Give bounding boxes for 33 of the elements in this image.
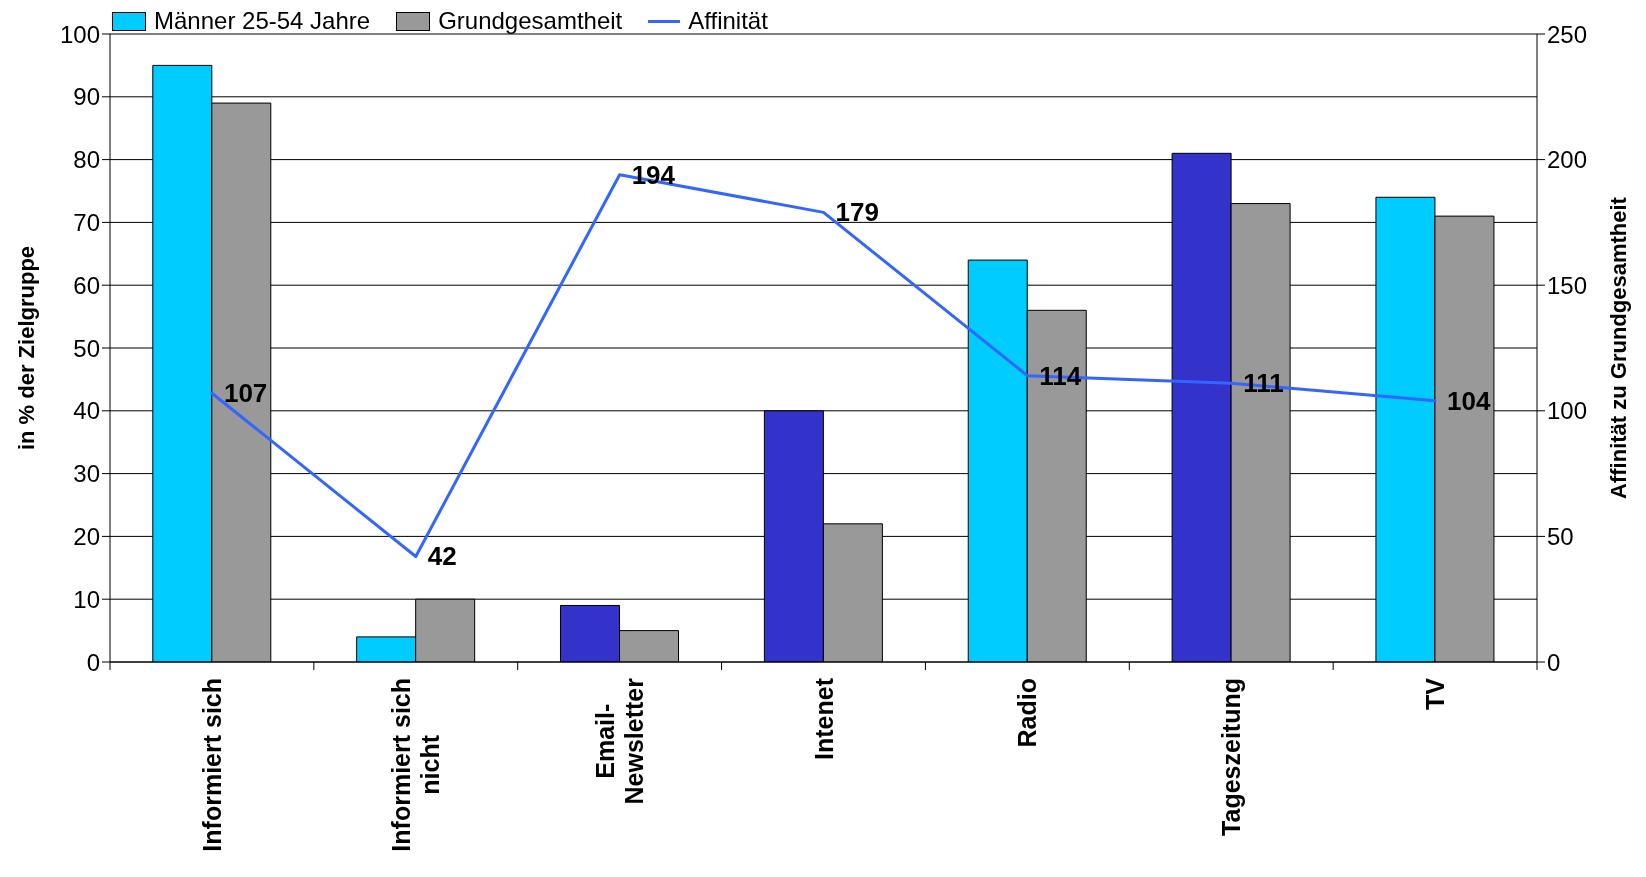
x-tick-label: Intenet bbox=[809, 677, 838, 760]
y-tick-label: 100 bbox=[59, 20, 100, 48]
x-tick-label: Radio bbox=[1013, 678, 1042, 748]
y2-tick-label: 100 bbox=[1547, 397, 1588, 425]
y2-axis-title: Affinität zu Grundgesamtheit bbox=[1605, 196, 1631, 499]
y-tick-label: 20 bbox=[73, 522, 100, 550]
data-label: 107 bbox=[223, 378, 268, 409]
data-label: 104 bbox=[1447, 385, 1491, 416]
y2-tick-label: 0 bbox=[1547, 648, 1561, 676]
y-tick-label: 10 bbox=[73, 585, 100, 613]
y-tick-label: 0 bbox=[86, 648, 100, 676]
y2-tick-label: 200 bbox=[1547, 146, 1588, 174]
data-label: 179 bbox=[835, 197, 879, 228]
y2-tick-label: 150 bbox=[1547, 271, 1588, 299]
x-tick-label: Informiert sich nicht bbox=[387, 677, 445, 852]
legend-label: Männer 25-54 Jahre bbox=[154, 7, 371, 34]
y-tick-label: 80 bbox=[73, 146, 100, 174]
legend-label: Grundgesamtheit bbox=[438, 7, 623, 34]
x-tick-label: Tageszeitung bbox=[1217, 678, 1246, 836]
y2-tick-label: 250 bbox=[1547, 20, 1588, 48]
legend-label: Affinität bbox=[688, 7, 768, 34]
y-tick-label: 40 bbox=[73, 397, 100, 425]
y-tick-label: 90 bbox=[73, 83, 100, 111]
y-tick-label: 60 bbox=[73, 271, 100, 299]
y2-tick-label: 50 bbox=[1547, 522, 1574, 550]
y-tick-label: 50 bbox=[73, 334, 100, 362]
x-tick-label: Informiert sich bbox=[197, 677, 226, 852]
y-tick-label: 30 bbox=[73, 460, 100, 488]
x-tick-label: TV bbox=[1421, 677, 1450, 710]
x-tick-label: Email-Newsletter bbox=[591, 677, 649, 805]
y-tick-label: 70 bbox=[73, 208, 100, 236]
y-axis-title: in % der Zielgruppe bbox=[13, 245, 39, 451]
data-label: 42 bbox=[427, 541, 457, 572]
